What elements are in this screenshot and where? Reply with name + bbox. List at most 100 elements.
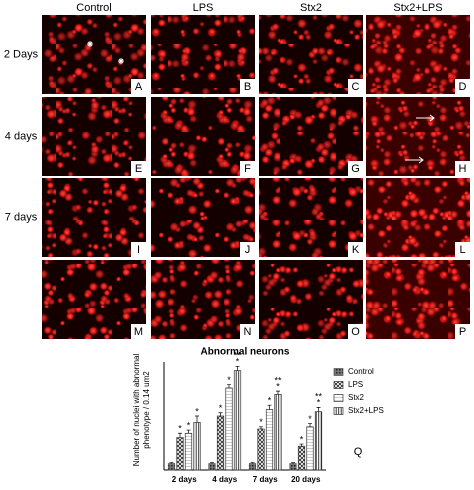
error-bar	[195, 415, 199, 423]
y-axis-label: Number of nuclei with abnormal	[132, 354, 141, 467]
bar	[306, 426, 314, 471]
panel-letter: G	[351, 163, 360, 175]
x-tick-label: 4 days	[212, 475, 237, 484]
legend-swatch	[333, 407, 344, 415]
bar	[274, 394, 282, 471]
significance-label: *	[308, 414, 312, 424]
column-header: Stx2	[300, 2, 322, 14]
arrow	[405, 156, 424, 164]
bar	[289, 463, 297, 471]
letter-box	[455, 242, 470, 257]
bar	[297, 445, 306, 471]
legend-swatch	[333, 368, 344, 376]
letter-box	[455, 324, 470, 339]
letter-box	[131, 161, 146, 176]
legend-swatch	[333, 381, 344, 389]
panel-letter: Q	[354, 446, 363, 458]
bar	[248, 463, 257, 471]
panel-letter: B	[244, 81, 251, 93]
x-tick-label: 2 days	[172, 475, 197, 484]
legend-label: Stx2+LPS	[348, 406, 384, 415]
error-bar	[267, 404, 272, 410]
letter-box	[240, 79, 255, 94]
panel-letter: O	[351, 326, 360, 338]
error-bar	[218, 412, 223, 416]
significance-label: **	[315, 392, 323, 402]
bar	[225, 387, 233, 471]
letter-box	[455, 161, 470, 176]
image-panel	[366, 260, 470, 339]
image-panel	[366, 15, 470, 94]
legend-swatch	[333, 394, 344, 402]
panel-annotations	[87, 41, 435, 164]
significance-label: *	[317, 398, 321, 408]
row-label: 4 days	[5, 130, 38, 142]
letter-box	[131, 324, 146, 339]
image-panel	[151, 15, 255, 94]
image-panel	[151, 260, 255, 339]
letter-box	[131, 79, 146, 94]
image-panel	[151, 97, 255, 176]
letter-box	[348, 324, 363, 339]
significance-label: *	[219, 403, 223, 413]
image-panel	[366, 97, 470, 176]
bar	[176, 437, 184, 471]
letter-box	[131, 242, 146, 257]
image-panel	[259, 97, 363, 176]
significance-label: *	[300, 434, 304, 444]
letter-box	[348, 79, 363, 94]
error-bar	[169, 462, 174, 464]
row-label: 2 Days	[4, 48, 39, 60]
significance-label: *	[195, 406, 199, 416]
significance-label: *	[268, 396, 272, 406]
legend-label: LPS	[348, 380, 363, 389]
letter-box	[240, 161, 255, 176]
image-panel	[42, 97, 146, 176]
panel-letter: N	[244, 326, 252, 338]
panel-letter: L	[459, 244, 465, 256]
bar	[314, 411, 323, 471]
significance-label: *	[276, 382, 280, 392]
x-tick-label: 7 days	[253, 475, 278, 484]
image-panel	[42, 260, 146, 339]
image-panel	[366, 178, 470, 257]
y-axis-label: phenotype / 0.14 um2	[142, 371, 151, 449]
significance-label: *	[178, 424, 182, 434]
panel-letter: H	[459, 163, 467, 175]
column-header: LPS	[193, 2, 214, 14]
letter-box	[348, 242, 363, 257]
chart-title: Abnormal neurons	[201, 347, 290, 358]
panel-letter: C	[352, 81, 360, 93]
bar	[184, 432, 193, 471]
bar	[193, 422, 201, 471]
panel-letter: A	[135, 81, 143, 93]
significance-label: *	[236, 357, 240, 367]
column-header: Stx2+LPS	[393, 2, 442, 14]
legend-label: Stx2	[348, 393, 365, 402]
significance-label: **	[274, 376, 282, 386]
bar	[216, 415, 225, 471]
x-tick-label: 20 days	[291, 475, 321, 484]
error-bar	[259, 426, 263, 429]
bar	[167, 463, 176, 471]
letter-box	[348, 161, 363, 176]
image-panel	[151, 178, 255, 257]
image-panel	[42, 15, 146, 94]
error-bar	[291, 462, 295, 464]
bar	[265, 409, 274, 471]
significance-label: *	[227, 375, 231, 385]
panel-letter: E	[135, 163, 142, 175]
image-panel	[259, 260, 363, 339]
error-bar	[186, 429, 191, 434]
error-bar	[276, 390, 280, 395]
significance-label: **	[234, 351, 242, 361]
panel-letter: K	[352, 244, 360, 256]
panel-letter: D	[459, 81, 467, 93]
image-panel	[259, 15, 363, 94]
bar	[257, 428, 265, 471]
letter-box	[240, 324, 255, 339]
significance-label: *	[259, 417, 263, 427]
image-panel	[259, 178, 363, 257]
